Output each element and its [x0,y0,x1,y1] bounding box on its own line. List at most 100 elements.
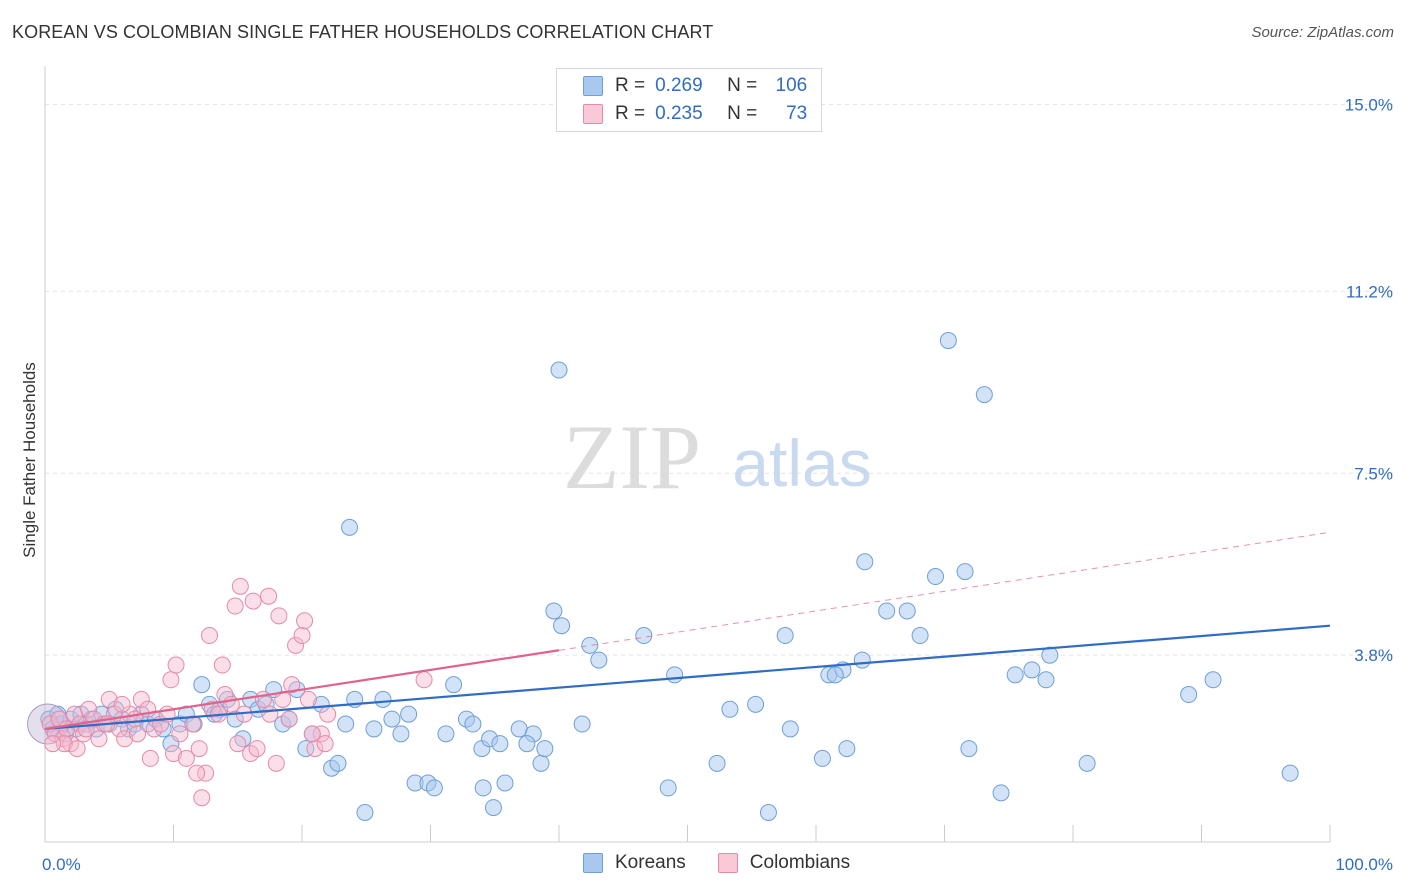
koreans-point [635,627,653,645]
colombians-point [132,690,150,708]
koreans-point [581,636,599,654]
koreans-point [464,715,482,733]
koreans-point [573,715,591,733]
colombians-point [171,725,189,743]
koreans-trend-line [44,624,1331,731]
colombians-point [80,700,98,718]
koreans-point [374,690,392,708]
colombians-point [293,627,311,645]
koreans-point [545,602,563,620]
colombians-point [197,764,215,782]
colombians-point [162,671,180,689]
koreans-point [911,627,929,645]
koreans-point [898,602,916,620]
colombians-point [312,725,330,743]
koreans-point [365,720,383,738]
koreans-point [337,715,355,733]
colombians-point [261,705,279,723]
colombians-point [190,740,208,758]
koreans-r-value: 0.269 [655,75,703,96]
koreans-point [992,784,1010,802]
colombians-swatch [583,104,603,124]
legend-item-koreans: Koreans [583,852,686,874]
koreans-point [853,651,871,669]
koreans-point [496,774,514,792]
colombians-point [216,686,234,704]
koreans-point [1180,686,1198,704]
colombians-point [193,789,211,807]
colombians-point [280,710,298,728]
koreans-point [510,720,528,738]
watermark: ZIP atlas [563,406,872,508]
koreans-point [1078,754,1096,772]
colombians-point [177,749,195,767]
chart-title: KOREAN VS COLOMBIAN SINGLE FATHER HOUSEH… [12,22,714,42]
koreans-point [813,749,831,767]
koreans-swatch [583,76,603,96]
colombians-point [141,749,159,767]
trend-lines [44,531,1331,731]
koreans-points [27,332,1299,822]
koreans-point [484,799,502,817]
colombians-point [113,695,131,713]
koreans-point [297,740,315,758]
colombians-point [213,656,231,674]
koreans-point [1037,671,1055,689]
koreans-point [532,754,550,772]
colombians-trend-extension [558,531,1331,651]
colombians-point [306,740,324,758]
koreans-point [776,627,794,645]
koreans-point [341,518,359,536]
colombians-point [200,627,218,645]
koreans-n-value: 106 [775,75,808,96]
colombians-point [415,671,433,689]
koreans-point [536,740,554,758]
colombians-point [55,735,73,753]
koreans-point [193,676,211,694]
koreans-large-point [27,703,69,745]
colombians-points [41,577,433,807]
x-tick-label: 0.0% [42,855,81,874]
colombians-point [316,735,334,753]
koreans-point [975,386,993,404]
koreans-point [312,695,330,713]
koreans-point [437,725,455,743]
koreans-point [666,666,684,684]
y-tick-label: 11.2% [1346,282,1393,301]
koreans-point [445,676,463,694]
colombians-point [231,577,249,595]
koreans-point [878,602,896,620]
koreans-point [1023,661,1041,679]
koreans-point [659,779,677,797]
koreans-point [960,740,978,758]
colombians-trend-line [44,649,560,731]
koreans-point [1281,764,1299,782]
koreans-point [590,651,608,669]
koreans-legend-swatch [583,853,603,873]
koreans-point [781,720,799,738]
koreans-point [550,361,568,379]
koreans-point [1006,666,1024,684]
watermark-zip: ZIP [563,406,701,508]
koreans-point [474,779,492,797]
colombians-point [260,587,278,605]
koreans-point [1204,671,1222,689]
colombians-point [188,764,206,782]
legend-row-koreans: R = 0.269 N = 106 [583,74,807,98]
watermark-atlas: atlas [732,426,871,500]
source-label: Source: ZipAtlas.com [1251,24,1394,41]
koreans-point [329,754,347,772]
koreans-point [856,553,874,571]
y-tick-label: 7.5% [1354,464,1393,483]
colombians-point [165,745,182,763]
colombians-point [303,725,321,743]
koreans-point [383,710,401,728]
koreans-point [518,735,536,753]
colombians-point [44,735,62,753]
legend-item-colombians: Colombians [717,852,850,874]
x-tick-label: 100.0% [1335,855,1393,874]
colombians-point [283,676,301,694]
colombians-point [287,636,305,654]
colombians-point [167,656,185,674]
colombians-point [274,690,292,708]
